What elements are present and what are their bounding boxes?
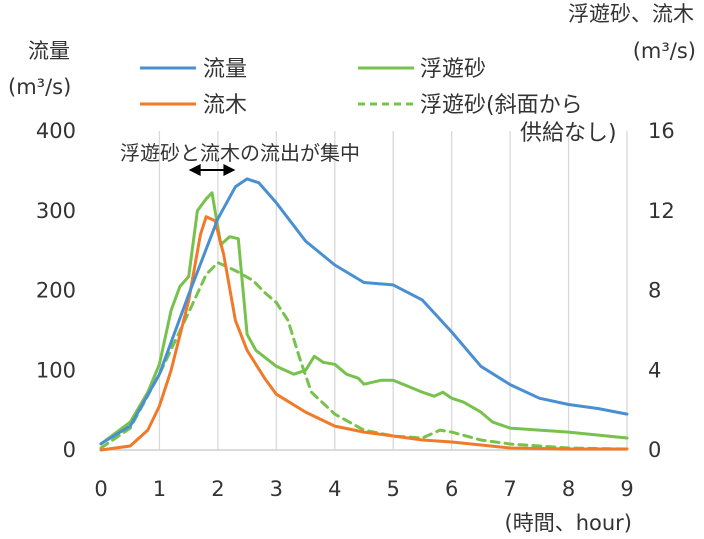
left-tick-label-300: 300 <box>36 199 76 223</box>
right-tick-label-8: 8 <box>648 279 661 303</box>
legend-label-wood: 流木 <box>203 93 247 118</box>
left-axis-tick-labels: 0 100 200 300 400 <box>36 119 76 462</box>
x-tick-label-0: 0 <box>94 477 107 501</box>
x-tick-label-8: 8 <box>562 477 575 501</box>
right-axis-tick-labels: 0 4 8 12 16 <box>648 119 675 462</box>
x-tick-label-2: 2 <box>211 477 224 501</box>
right-axis-label-line1: 浮遊砂、流木 <box>568 2 694 26</box>
legend: 流量 浮遊砂 流木 浮遊砂(斜面から 供給なし) <box>140 57 617 146</box>
right-tick-label-4: 4 <box>648 358 661 382</box>
annotation-text: 浮遊砂と流木の流出が集中 <box>120 141 360 165</box>
annotation-arrow-right-head <box>223 164 236 176</box>
series-line-1 <box>99 215 629 452</box>
legend-label-flow: 流量 <box>203 57 247 82</box>
right-tick-label-0: 0 <box>648 438 661 462</box>
series-line-3 <box>99 261 629 451</box>
x-axis-tick-labels: 0 1 2 3 4 5 6 7 8 9 <box>94 477 633 501</box>
x-tick-label-4: 4 <box>328 477 341 501</box>
legend-label-sediment-no-slope-line2: 供給なし) <box>520 121 617 146</box>
x-tick-label-1: 1 <box>153 477 166 501</box>
series-line-2 <box>99 191 629 446</box>
legend-label-sediment-no-slope-line1: 浮遊砂(斜面から <box>420 93 583 118</box>
series-line-0 <box>99 177 629 446</box>
left-tick-label-200: 200 <box>36 279 76 303</box>
series-lines <box>99 177 629 452</box>
x-tick-label-7: 7 <box>503 477 516 501</box>
left-tick-label-0: 0 <box>63 438 76 462</box>
annotation-arrow-left-head <box>188 164 201 176</box>
annotation-double-arrow <box>188 164 236 176</box>
right-axis-label-line2: (m³/s) <box>633 39 696 63</box>
right-tick-label-16: 16 <box>648 119 675 143</box>
left-axis-label-line1: 流量 <box>28 39 70 63</box>
right-tick-label-12: 12 <box>648 199 675 223</box>
x-tick-label-5: 5 <box>387 477 400 501</box>
legend-label-sediment: 浮遊砂 <box>420 57 486 82</box>
left-axis-label-line2: (m³/s) <box>8 75 71 99</box>
x-tick-label-9: 9 <box>620 477 633 501</box>
x-axis-label: (時間、hour) <box>505 511 633 535</box>
x-tick-label-6: 6 <box>445 477 458 501</box>
left-tick-label-100: 100 <box>36 358 76 382</box>
x-tick-label-3: 3 <box>270 477 283 501</box>
left-tick-label-400: 400 <box>36 119 76 143</box>
gridlines <box>158 131 628 450</box>
